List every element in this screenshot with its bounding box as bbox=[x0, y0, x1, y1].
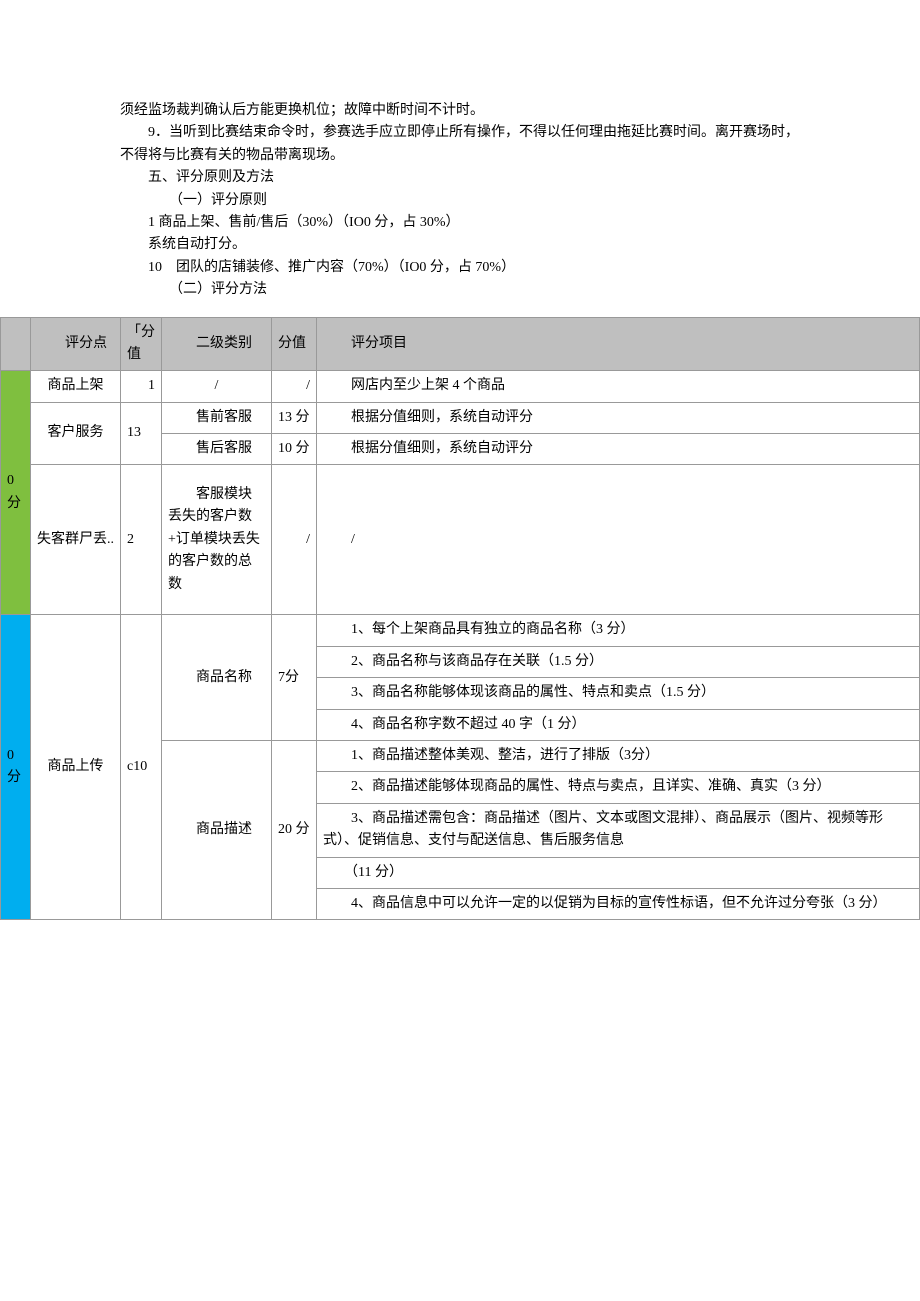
cell-item: 4、商品名称字数不超过 40 字（1 分） bbox=[317, 709, 920, 740]
cell-item: 根据分值细则，系统自动评分 bbox=[317, 434, 920, 465]
cell-item: 3、商品名称能够体现该商品的属性、特点和卖点（1.5 分） bbox=[317, 678, 920, 709]
cell-score: c10 bbox=[121, 615, 162, 920]
cell-item: 1、商品描述整体美观、整洁，进行了排版（3分） bbox=[317, 741, 920, 772]
header-value: 分值 bbox=[272, 317, 317, 371]
paragraph-4: （一）评分原则 bbox=[120, 190, 800, 212]
paragraph-7: 10 团队的店铺装修、推广内容（70%）（IO0 分，占 70%） bbox=[120, 257, 800, 279]
cell-item: 2、商品描述能够体现商品的属性、特点与卖点，且详实、准确、真实（3 分） bbox=[317, 772, 920, 803]
cell-category: / bbox=[162, 371, 272, 402]
cell-value: 10 分 bbox=[272, 434, 317, 465]
cell-point: 失客群尸丢.. bbox=[31, 465, 121, 615]
cell-item: 根据分值细则，系统自动评分 bbox=[317, 402, 920, 433]
table-row: 0分 商品上传 c10 商品名称 7分 1、每个上架商品具有独立的商品名称（3 … bbox=[1, 615, 920, 646]
cell-item: 2、商品名称与该商品存在关联（1.5 分） bbox=[317, 646, 920, 677]
cell-point: 客户服务 bbox=[31, 402, 121, 465]
header-empty bbox=[1, 317, 31, 371]
paragraph-3: 五、评分原则及方法 bbox=[120, 167, 800, 189]
cell-score: 2 bbox=[121, 465, 162, 615]
cell-value: / bbox=[272, 371, 317, 402]
table-row: 0分 商品上架 1 / / 网店内至少上架 4 个商品 bbox=[1, 371, 920, 402]
cell-category: 商品名称 bbox=[162, 615, 272, 741]
cell-item: / bbox=[317, 465, 920, 615]
header-item: 评分项目 bbox=[317, 317, 920, 371]
cell-category: 售后客服 bbox=[162, 434, 272, 465]
cell-category: 商品描述 bbox=[162, 741, 272, 920]
table-header-row: 评分点 「分值 二级类别 分值 评分项目 bbox=[1, 317, 920, 371]
header-point: 评分点 bbox=[31, 317, 121, 371]
cell-value: 20 分 bbox=[272, 741, 317, 920]
cell-item: 1、每个上架商品具有独立的商品名称（3 分） bbox=[317, 615, 920, 646]
document-text: 须经监场裁判确认后方能更换机位；故障中断时间不计时。 9．当听到比赛结束命令时，… bbox=[0, 0, 920, 312]
cell-item: （11 分） bbox=[317, 857, 920, 888]
cell-item: 4、商品信息中可以允许一定的以促销为目标的宣传性标语，但不允许过分夸张（3 分） bbox=[317, 888, 920, 919]
paragraph-5: 1 商品上架、售前/售后（30%）（IO0 分，占 30%） bbox=[120, 212, 800, 234]
paragraph-1: 须经监场裁判确认后方能更换机位；故障中断时间不计时。 bbox=[120, 100, 800, 122]
cell-item: 网店内至少上架 4 个商品 bbox=[317, 371, 920, 402]
green-section-label: 0分 bbox=[1, 371, 31, 615]
cell-point: 商品上传 bbox=[31, 615, 121, 920]
scoring-table: 评分点 「分值 二级类别 分值 评分项目 0分 商品上架 1 / / 网店内至少… bbox=[0, 317, 920, 921]
cell-value: 13 分 bbox=[272, 402, 317, 433]
cell-value: / bbox=[272, 465, 317, 615]
paragraph-2: 9．当听到比赛结束命令时，参赛选手应立即停止所有操作，不得以任何理由拖延比赛时间… bbox=[120, 122, 800, 167]
cell-category: 客服模块丢失的客户数+订单模块丢失的客户数的总数 bbox=[162, 465, 272, 615]
cell-item: 3、商品描述需包含：商品描述（图片、文本或图文混排）、商品展示（图片、视频等形式… bbox=[317, 803, 920, 857]
table-row: 失客群尸丢.. 2 客服模块丢失的客户数+订单模块丢失的客户数的总数 / / bbox=[1, 465, 920, 615]
blue-section-label: 0分 bbox=[1, 615, 31, 920]
paragraph-8: （二）评分方法 bbox=[120, 279, 800, 301]
header-category: 二级类别 bbox=[162, 317, 272, 371]
cell-score: 1 bbox=[121, 371, 162, 402]
paragraph-6: 系统自动打分。 bbox=[120, 234, 800, 256]
header-score: 「分值 bbox=[121, 317, 162, 371]
cell-point: 商品上架 bbox=[31, 371, 121, 402]
cell-category: 售前客服 bbox=[162, 402, 272, 433]
cell-score: 13 bbox=[121, 402, 162, 465]
cell-value: 7分 bbox=[272, 615, 317, 741]
table-row: 客户服务 13 售前客服 13 分 根据分值细则，系统自动评分 bbox=[1, 402, 920, 433]
